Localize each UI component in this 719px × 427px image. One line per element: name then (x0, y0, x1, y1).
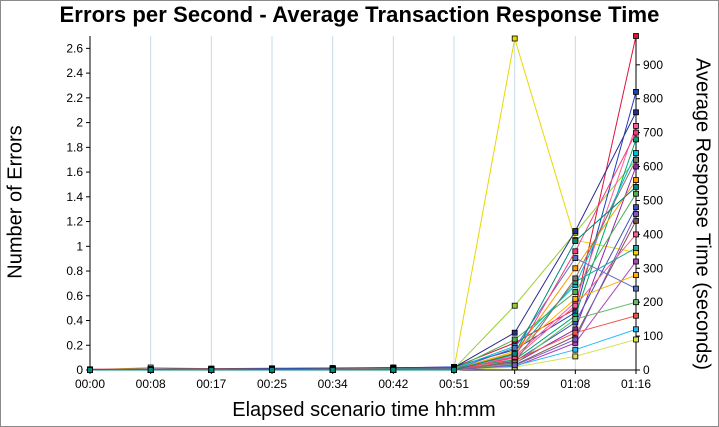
data-point-resp-13 (633, 244, 639, 251)
data-point-resp-14 (633, 258, 639, 265)
y-left-tick-label: 2.2 (66, 91, 83, 105)
data-point-resp-9 (572, 289, 579, 295)
data-point-resp-4 (633, 123, 639, 129)
y-left-tick-label: 2.4 (66, 66, 83, 80)
x-tick-label: 01:16 (621, 377, 651, 391)
x-tick-label: 00:51 (439, 377, 469, 391)
x-tick-label: 00:34 (318, 377, 348, 391)
data-point-resp-5 (633, 136, 639, 143)
data-point-resp-20 (572, 353, 579, 360)
data-point-resp-3 (633, 109, 639, 116)
x-tick-label: 00:42 (378, 377, 408, 391)
data-point-resp-24 (572, 238, 579, 245)
data-point-resp-21 (633, 156, 639, 163)
data-point-resp-19 (572, 346, 579, 353)
data-point-resp-22 (572, 248, 579, 255)
data-point-resp-15 (572, 295, 579, 302)
data-point-resp-20 (633, 336, 639, 343)
data-point-resp-23 (511, 362, 518, 369)
y-left-tick-label: 2.6 (66, 41, 83, 55)
data-point-resp-11 (633, 217, 639, 224)
y-left-tick-label: 0.6 (66, 289, 83, 303)
data-point-resp-9 (633, 190, 639, 197)
data-point-errors-2 (511, 302, 518, 309)
x-tick-label: 00:17 (196, 377, 226, 391)
data-point-resp-1 (633, 33, 639, 39)
y-right-tick-label: 800 (643, 92, 663, 106)
data-point-resp-8 (572, 265, 579, 272)
data-point-resp-10 (633, 204, 639, 211)
data-point-errors-1 (511, 35, 518, 42)
x-tick-label: 00:00 (75, 377, 105, 391)
plot-area (90, 36, 636, 370)
y-left-tick-label: 0.2 (66, 338, 83, 352)
y-right-tick-label: 0 (643, 363, 650, 377)
y-right-tick-label: 600 (643, 160, 663, 174)
data-point-resp-24 (451, 367, 457, 373)
y-left-tick-label: 1.2 (66, 215, 83, 229)
data-point-resp-17 (572, 316, 579, 323)
chart-title: Errors per Second - Average Transaction … (59, 2, 660, 27)
data-point-resp-3 (511, 329, 518, 336)
y-left-tick-label: 0.4 (66, 314, 83, 328)
data-point-resp-19 (633, 326, 639, 333)
data-point-resp-12 (572, 302, 579, 309)
y-right-tick-label: 300 (643, 261, 663, 275)
data-point-resp-23 (633, 211, 639, 217)
data-point-resp-2 (633, 89, 639, 95)
data-point-resp-16 (633, 285, 639, 292)
data-point-resp-24 (390, 367, 397, 373)
y-right-tick-label: 200 (643, 295, 663, 309)
x-tick-label: 00:08 (136, 377, 166, 391)
data-point-resp-24 (208, 367, 215, 373)
y-right-tick-label: 400 (643, 227, 663, 241)
data-point-resp-22 (633, 129, 639, 136)
data-point-resp-12 (633, 231, 639, 238)
y-left-tick-label: 1.6 (66, 165, 83, 179)
y-left-tick-label: 0 (76, 363, 83, 377)
x-axis-label: Elapsed scenario time hh:mm (232, 399, 496, 421)
data-point-resp-16 (572, 255, 579, 262)
y-left-tick-label: 1.4 (66, 190, 83, 204)
data-point-resp-3 (572, 228, 579, 234)
data-point-resp-9 (511, 336, 518, 343)
x-tick-label: 00:25 (257, 377, 287, 391)
data-point-resp-24 (87, 367, 93, 373)
series-line-resp-24 (90, 186, 637, 371)
y-left-tick-label: 1.8 (66, 140, 83, 154)
data-point-resp-24 (511, 350, 518, 357)
data-point-resp-24 (633, 183, 639, 190)
data-point-resp-24 (329, 367, 336, 373)
data-point-resp-21 (572, 275, 579, 282)
data-point-resp-18 (633, 312, 639, 319)
y-right-tick-label: 100 (643, 329, 663, 343)
x-tick-label: 00:59 (500, 377, 530, 391)
data-point-resp-18 (572, 329, 579, 336)
data-point-resp-17 (633, 299, 639, 306)
y-right-tick-label: 900 (643, 58, 663, 72)
data-point-resp-24 (147, 367, 154, 373)
data-point-resp-23 (572, 336, 579, 343)
y-right-tick-label: 700 (643, 126, 663, 140)
data-point-resp-8 (633, 177, 639, 184)
data-point-resp-15 (633, 272, 639, 279)
y-left-tick-label: 0.8 (66, 264, 83, 278)
y-right-tick-label: 500 (643, 193, 663, 207)
data-point-resp-6 (633, 150, 639, 156)
x-tick-label: 01:08 (560, 377, 590, 391)
y-left-tick-label: 2 (76, 116, 83, 130)
data-point-resp-7 (633, 163, 639, 170)
data-point-resp-24 (269, 367, 275, 373)
y-left-tick-label: 1 (76, 239, 83, 253)
